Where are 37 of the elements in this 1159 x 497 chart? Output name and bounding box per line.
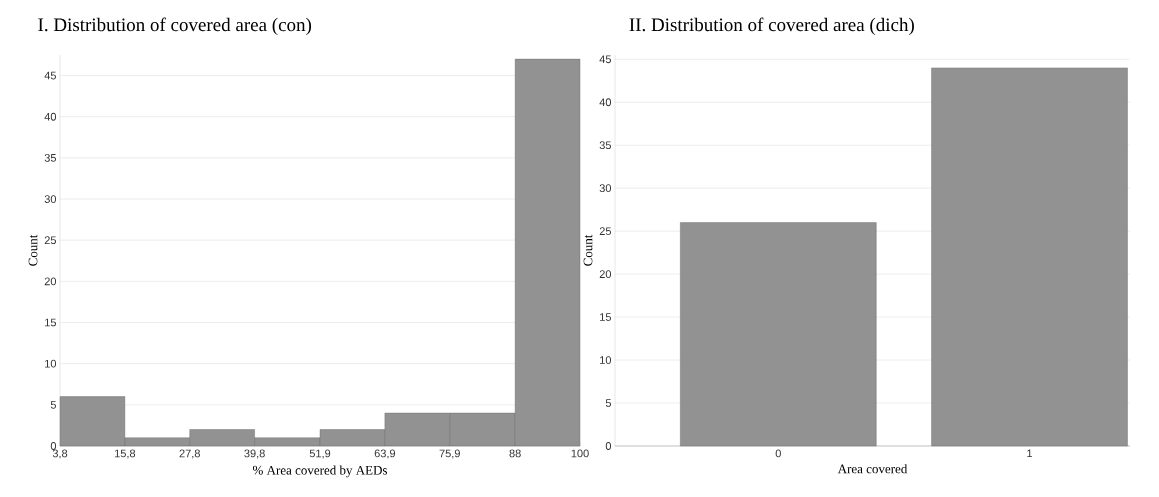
x-tick-label: 27,8 xyxy=(179,449,200,459)
y-tick-label: 30 xyxy=(599,184,612,193)
x-tick-label: 75,9 xyxy=(439,449,460,459)
y-tick-label: 20 xyxy=(44,277,57,286)
x-tick-label: 100 xyxy=(571,449,589,458)
x-tick-label: 1 xyxy=(1027,449,1033,458)
y-tick-label: 5 xyxy=(605,399,611,407)
x-tick-label: 63,9 xyxy=(374,449,396,459)
y-tick-label: 0 xyxy=(50,442,57,450)
y-tick-label: 25 xyxy=(599,227,611,236)
x-tick-label: 88 xyxy=(509,449,521,458)
x-axis-title: % Area covered by AEDs xyxy=(252,465,388,478)
y-axis-title: Count xyxy=(28,234,38,266)
chart-title: II. Distribution of covered area (dich) xyxy=(629,17,914,36)
y-tick-label: 5 xyxy=(50,401,57,409)
y-tick-label: 35 xyxy=(599,141,611,150)
y-tick-label: 35 xyxy=(44,154,57,162)
x-tick-label: 3,8 xyxy=(52,449,68,459)
x-tick-label: 51,9 xyxy=(309,449,331,459)
y-tick-label: 25 xyxy=(44,236,57,245)
y-tick-label: 15 xyxy=(600,313,611,321)
y-tick-label: 30 xyxy=(44,195,57,203)
y-tick-label: 40 xyxy=(599,98,612,107)
x-tick-label: 0 xyxy=(775,449,781,458)
y-tick-label: 15 xyxy=(45,318,57,327)
x-axis-title: Area covered xyxy=(837,464,908,474)
y-tick-label: 10 xyxy=(45,359,57,368)
y-tick-label: 10 xyxy=(600,356,612,364)
y-tick-label: 45 xyxy=(599,55,611,64)
y-tick-label: 0 xyxy=(605,442,612,450)
x-tick-label: 39,8 xyxy=(244,449,265,459)
x-tick-label: 15,8 xyxy=(115,449,136,459)
y-tick-label: 45 xyxy=(44,71,57,80)
y-tick-label: 20 xyxy=(599,270,612,279)
y-tick-label: 40 xyxy=(44,112,57,121)
chart-title: I. Distribution of covered area (con) xyxy=(38,17,312,36)
y-axis-title: Count xyxy=(583,234,593,266)
